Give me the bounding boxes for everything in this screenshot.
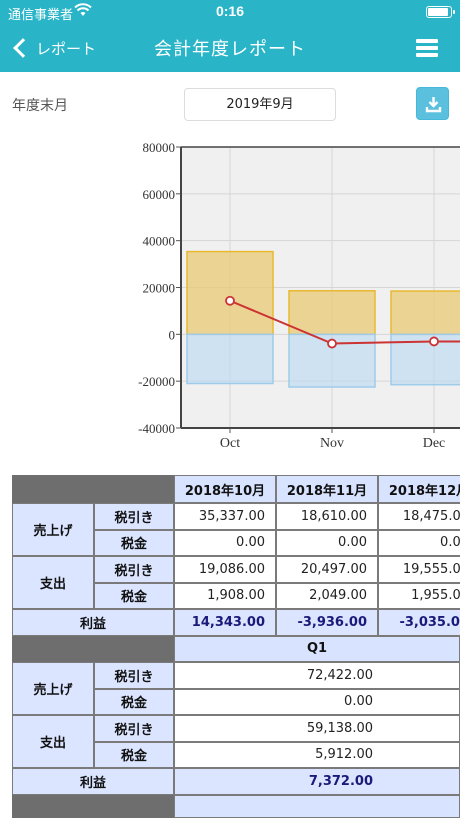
y-tick-label: 40000 [143, 234, 176, 249]
y-tick-label: 0 [169, 327, 176, 342]
sales-tax-cell: 0.00 [378, 529, 460, 556]
expense-pretax-label: 税引き [94, 715, 174, 742]
sales-label: 売上げ [12, 503, 94, 556]
profit-cell: -3,035.00 [378, 609, 460, 636]
report-table: 2018年10月2018年11月2018年12月売上げ税引き税金支出税引き税金利… [12, 475, 460, 818]
battery-icon [426, 6, 455, 18]
status-bar: 通信事業者 0:16 [0, 0, 460, 24]
profit-point [225, 295, 235, 306]
expense-tax-cell: 1,955.00 [378, 582, 460, 609]
expense-label: 支出 [12, 715, 94, 768]
fiscal-year-end-label: 年度末月 [12, 98, 68, 114]
q1-sales-tax-cell: 0.00 [174, 688, 460, 715]
x-tick-label: Dec [423, 436, 446, 451]
sales-pretax-cell: 35,337.00 [174, 503, 276, 530]
page-title: 会計年度レポート [154, 39, 306, 60]
sales-pretax-cell: 18,475.00 [378, 503, 460, 530]
profit-point [429, 336, 439, 347]
expense-pretax-cell: 19,086.00 [174, 556, 276, 583]
hamburger-menu-icon[interactable] [416, 39, 438, 57]
month-header: 2018年10月 [174, 475, 276, 503]
fiscal-year-end-picker[interactable]: 2019年9月 [184, 88, 336, 121]
expense-tax-cell: 1,908.00 [174, 582, 276, 609]
header-corner [12, 475, 174, 503]
sales-tax-cell: 0.00 [174, 529, 276, 556]
clock: 0:16 [215, 3, 245, 19]
x-tick-label: Oct [220, 436, 240, 451]
q1-profit-cell: 7,372.00 [174, 768, 460, 795]
back-button[interactable]: レポート [10, 32, 96, 64]
sales-tax-label: 税金 [94, 529, 174, 556]
next-quarter-corner [12, 794, 174, 818]
carrier-name: 通信事業者 [8, 7, 74, 22]
profit-cell: 14,343.00 [174, 609, 276, 636]
expense-pretax-label: 税引き [94, 556, 174, 583]
y-tick-label: -40000 [138, 421, 175, 436]
expense-bar [186, 333, 274, 385]
monthly-chart: 80000 60000 40000 20000 0 -20000 -40000 Oct Nov D… [138, 140, 460, 451]
wifi-icon [74, 3, 92, 20]
income-bar [186, 250, 274, 336]
income-bar [390, 290, 460, 336]
quarter-header: Q1 [174, 635, 460, 662]
x-tick-label: Nov [320, 436, 344, 451]
sales-label: 売上げ [12, 662, 94, 715]
expense-tax-cell: 2,049.00 [276, 582, 378, 609]
sales-pretax-cell: 18,610.00 [276, 503, 378, 530]
y-tick-label: 20000 [143, 281, 176, 296]
income-bar [288, 290, 376, 336]
profit-point [327, 338, 337, 349]
expense-tax-label: 税金 [94, 582, 174, 609]
profit-label: 利益 [12, 768, 174, 795]
expense-label: 支出 [12, 556, 94, 609]
month-header: 2018年11月 [276, 475, 378, 503]
download-button[interactable] [416, 87, 449, 120]
sales-tax-cell: 0.00 [276, 529, 378, 556]
expense-pretax-cell: 19,555.00 [378, 556, 460, 583]
y-tick-label: 80000 [143, 140, 176, 155]
back-button-label: レポート [36, 39, 97, 58]
q1-expense-tax-cell: 5,912.00 [174, 741, 460, 768]
profit-line [229, 299, 460, 345]
month-header: 2018年12月 [378, 475, 460, 503]
sales-pretax-label: 税引き [94, 503, 174, 530]
expense-tax-label: 税金 [94, 741, 174, 768]
quarter-corner [12, 635, 174, 662]
profit-label: 利益 [12, 609, 174, 636]
sales-pretax-label: 税引き [94, 662, 174, 689]
y-tick-label: -20000 [138, 374, 175, 389]
y-tick-label: 60000 [143, 187, 176, 202]
next-quarter-header [174, 794, 460, 818]
nav-bar: レポート 会計年度レポート [0, 24, 460, 72]
sales-tax-label: 税金 [94, 688, 174, 715]
q1-sales-pretax-cell: 72,422.00 [174, 662, 460, 689]
q1-expense-pretax-cell: 59,138.00 [174, 715, 460, 742]
download-icon [425, 97, 442, 113]
profit-cell: -3,936.00 [276, 609, 378, 636]
expense-pretax-cell: 20,497.00 [276, 556, 378, 583]
